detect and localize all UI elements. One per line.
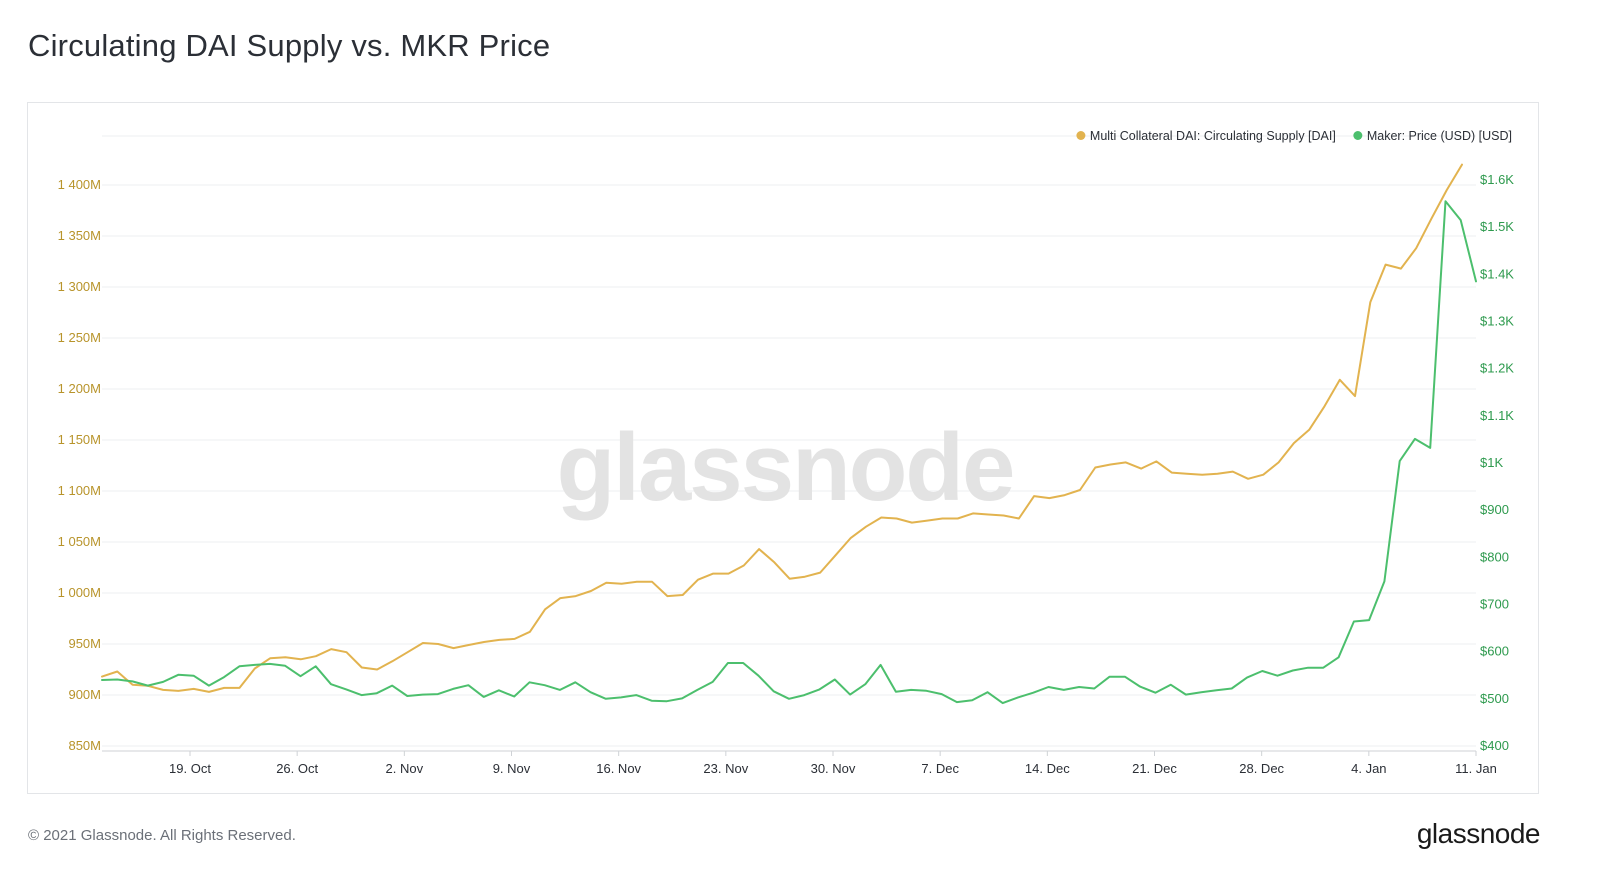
left-axis-tick-label: 1 200M: [58, 381, 101, 396]
copyright-text: © 2021 Glassnode. All Rights Reserved.: [28, 827, 296, 844]
right-axis-tick-label: $900: [1480, 502, 1509, 517]
left-axis-tick-label: 1 400M: [58, 177, 101, 192]
right-axis-tick-label: $1.3K: [1480, 314, 1514, 329]
right-axis-tick-label: $1K: [1480, 455, 1503, 470]
dai-supply-line[interactable]: [101, 163, 1463, 693]
right-axis-tick-label: $1.6K: [1480, 172, 1514, 187]
legend-swatch: [1353, 131, 1363, 140]
series-lines: [101, 163, 1477, 705]
left-axis-tick-label: 1 250M: [58, 330, 101, 345]
x-axis-tick-label: 9. Nov: [493, 761, 531, 776]
right-axis-tick-label: $1.4K: [1480, 266, 1514, 281]
x-axis-tick-label: 30. Nov: [811, 761, 856, 776]
legend-swatch: [1076, 131, 1086, 140]
x-axis-tick-label: 23. Nov: [703, 761, 748, 776]
left-axis-tick-label: 950M: [68, 636, 101, 651]
left-axis-tick-label: 1 050M: [58, 534, 101, 549]
x-axis-tick-label: 11. Jan: [1455, 761, 1497, 776]
right-axis-tick-label: $600: [1480, 644, 1509, 659]
x-axis-tick-label: 21. Dec: [1132, 761, 1177, 776]
left-axis: 850M 900M 950M 1 000M 1 050M 1 100M 1 150M 1 20…: [58, 177, 101, 753]
x-axis-tick-label: 28. Dec: [1239, 761, 1284, 776]
left-axis-tick-label: 1 350M: [58, 228, 101, 243]
x-axis-tick-label: 4. Jan: [1351, 761, 1386, 776]
left-axis-tick-label: 1 100M: [58, 483, 101, 498]
chart-frame: [27, 102, 1539, 794]
right-axis-tick-label: $800: [1480, 549, 1509, 564]
x-axis-tick-label: 19. Oct: [169, 761, 211, 776]
x-axis-tick-label: 14. Dec: [1025, 761, 1070, 776]
right-axis-tick-label: $1.2K: [1480, 361, 1514, 376]
x-axis-tick-label: 2. Nov: [386, 761, 424, 776]
legend[interactable]: Maker: Price (USD) [USD] Multi Collateral…: [1076, 129, 1512, 143]
legend-label[interactable]: Multi Collateral DAI: Circulating Supply…: [1090, 129, 1336, 143]
right-axis-tick-label: $400: [1480, 738, 1509, 753]
watermark: glassnode: [557, 414, 1014, 521]
right-axis-tick-label: $500: [1480, 691, 1509, 706]
x-axis-tick-label: 7. Dec: [921, 761, 959, 776]
right-axis: $400 $500 $600 $700 $800 $900 $1K $1.1K $1.2K $1.…: [1480, 172, 1514, 753]
left-axis-tick-label: 850M: [68, 738, 101, 753]
right-axis-tick-label: $1.1K: [1480, 408, 1514, 423]
mkr-price-line[interactable]: [101, 200, 1477, 705]
left-axis-tick-label: 900M: [68, 687, 101, 702]
left-axis-tick-label: 1 000M: [58, 585, 101, 600]
left-axis-tick-label: 1 150M: [58, 432, 101, 447]
x-axis: 19. Oct 26. Oct 2. Nov 9. Nov 16. Nov 23. Nov…: [169, 751, 1497, 776]
left-axis-tick-label: 1 300M: [58, 279, 101, 294]
right-axis-tick-label: $1.5K: [1480, 219, 1514, 234]
chart-title: Circulating DAI Supply vs. MKR Price: [28, 28, 551, 63]
grid-lines: [102, 135, 1476, 752]
glassnode-logo[interactable]: glassnode: [1416, 818, 1541, 849]
x-axis-tick-label: 16. Nov: [596, 761, 641, 776]
legend-label[interactable]: Maker: Price (USD) [USD]: [1367, 129, 1512, 143]
right-axis-tick-label: $700: [1480, 597, 1509, 612]
x-axis-tick-label: 26. Oct: [276, 761, 318, 776]
